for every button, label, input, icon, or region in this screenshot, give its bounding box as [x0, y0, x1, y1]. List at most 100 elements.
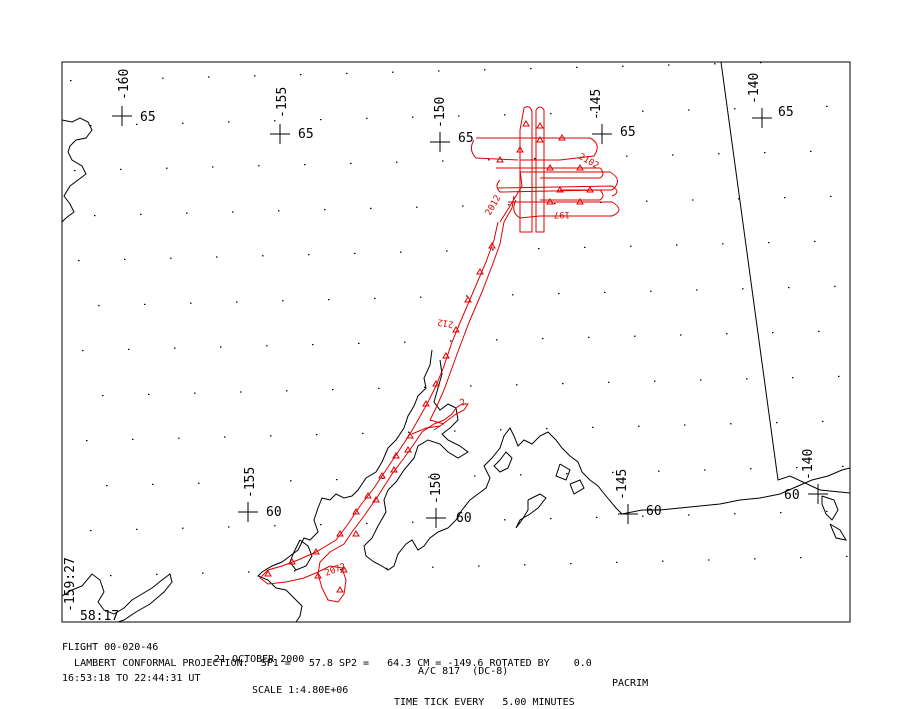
- track-tick: [364, 492, 372, 499]
- mission: PACRIM: [612, 678, 649, 689]
- flight-id: FLIGHT 00-020-46: [62, 642, 159, 653]
- graticule-dot: [454, 430, 456, 432]
- track-label-2: 212: [437, 316, 455, 329]
- alaska-canada-border: [720, 62, 850, 494]
- graticule-dot: [396, 161, 398, 163]
- track-tick: [488, 242, 496, 249]
- graticule-dot: [236, 301, 238, 303]
- graticule-dot: [764, 152, 766, 154]
- graticule-dot: [734, 108, 736, 110]
- graticule-dot: [458, 520, 460, 522]
- map-scale: SCALE 1:4.80E+06: [252, 685, 349, 696]
- graticule-dot: [508, 204, 510, 206]
- graticule-dot: [94, 215, 96, 217]
- graticule-dot: [324, 209, 326, 211]
- track-tick: [432, 380, 440, 387]
- graticule-dot: [438, 70, 440, 72]
- graticule-dot: [872, 510, 874, 511]
- graticule-dot: [428, 476, 430, 478]
- graticule-dot: [780, 107, 782, 109]
- graticule-dot: [684, 424, 686, 426]
- graticule-dot: [704, 469, 706, 471]
- graticule-dot: [170, 257, 172, 259]
- graticule-dot: [500, 429, 502, 431]
- graticule-dot: [166, 167, 168, 169]
- graticule-dot: [240, 391, 242, 393]
- track-tick: [312, 548, 320, 555]
- track-tick: [556, 186, 564, 193]
- graticule-dot: [202, 572, 204, 574]
- graticule-dot: [182, 122, 184, 124]
- graticule-dot: [834, 285, 836, 287]
- graticule-dot: [136, 123, 138, 125]
- track-tick: [452, 326, 460, 333]
- graticule-dot: [700, 379, 702, 381]
- graticule-dot: [524, 564, 526, 566]
- graticule-dot: [198, 482, 200, 484]
- lat-label-60d: 60: [784, 488, 800, 503]
- lon-label-145s: -145: [615, 469, 630, 500]
- graticule-dot: [612, 471, 614, 473]
- graticule-dot: [404, 341, 406, 343]
- flight-track: [259, 106, 620, 603]
- graticule-dot: [228, 121, 230, 123]
- graticule-dot: [596, 516, 598, 518]
- lat-label-60c: 60: [646, 504, 662, 519]
- graticule-dot: [892, 555, 894, 556]
- track-tick: [536, 122, 544, 129]
- graticule-dot: [868, 420, 870, 421]
- graticule-dot: [374, 297, 376, 299]
- graticule-dot: [336, 479, 338, 481]
- graticule-dot: [676, 244, 678, 246]
- graticule-dot: [90, 530, 92, 532]
- lon-label-155: -155: [275, 87, 290, 118]
- graticule-dot: [106, 485, 108, 487]
- graticule-dot: [466, 295, 468, 297]
- graticule-dot: [144, 303, 146, 305]
- graticule-dot: [328, 299, 330, 301]
- track-tick: [442, 352, 450, 359]
- time-tick: TIME TICK EVERY 5.00 MINUTES: [394, 697, 575, 708]
- track-tick: [546, 198, 554, 205]
- graticule-dot: [98, 305, 100, 307]
- graticule-dot: [826, 510, 828, 512]
- graticule-dot: [626, 155, 628, 157]
- track-tick: [378, 472, 386, 479]
- graticule-dot: [274, 525, 276, 527]
- lon-label-140: -140: [747, 73, 762, 104]
- graticule-dot: [658, 470, 660, 472]
- graticule-dot: [366, 522, 368, 524]
- graticule-dot: [110, 575, 112, 577]
- lat-label-60a: 60: [266, 505, 282, 520]
- graticule-dot: [254, 75, 256, 77]
- graticule-dot: [148, 393, 150, 395]
- track-tick: [476, 268, 484, 275]
- lon-label-150: -150: [433, 97, 448, 128]
- graticule-dot: [760, 62, 762, 64]
- graticule-dot: [738, 198, 740, 200]
- graticule-dot: [178, 437, 180, 439]
- track-tick: [576, 198, 584, 205]
- graticule-dot: [412, 116, 414, 118]
- graticule-dot: [718, 153, 720, 155]
- graticule-dot: [182, 527, 184, 529]
- graticule-dot: [554, 203, 556, 205]
- graticule-dot: [274, 120, 276, 122]
- start-lat-label: 58:17: [80, 609, 119, 624]
- graticule-dot: [550, 113, 552, 115]
- graticule-dot: [350, 162, 352, 164]
- track-tick: [464, 296, 472, 303]
- track-tick: [522, 120, 530, 127]
- graticule-dot: [734, 513, 736, 515]
- graticule-dot: [880, 285, 882, 286]
- graticule-dot: [722, 243, 724, 245]
- graticule-dot: [814, 240, 816, 242]
- graticule-dot: [680, 334, 682, 336]
- graticule-dot: [484, 69, 486, 71]
- graticule-dot: [116, 78, 118, 80]
- graticule-dot: [792, 377, 794, 379]
- graticule-dot: [852, 60, 854, 61]
- graticule-dot: [128, 348, 130, 350]
- graticule-dot: [266, 345, 268, 347]
- graticule-dot: [278, 210, 280, 212]
